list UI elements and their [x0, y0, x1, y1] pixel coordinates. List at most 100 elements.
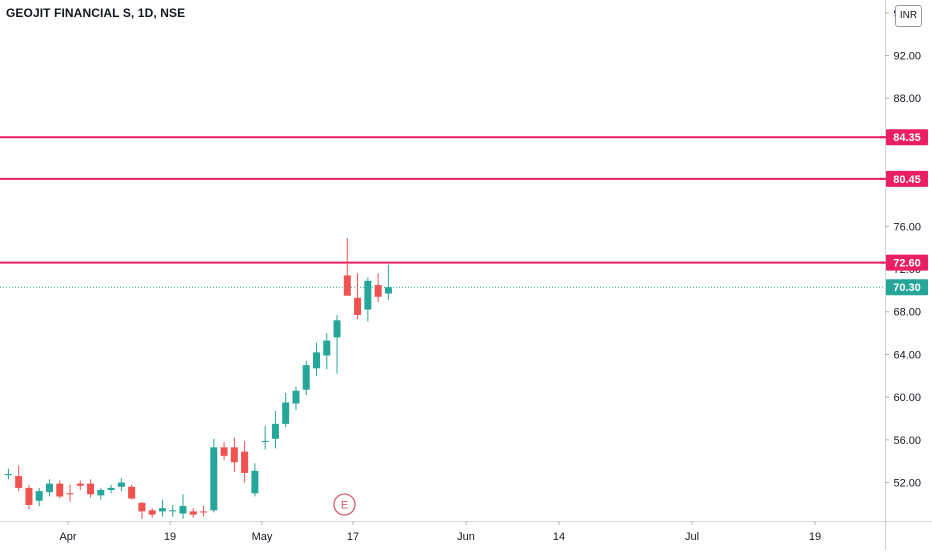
candle: [117, 478, 125, 492]
candle: [66, 484, 74, 502]
level-label: 80.45: [893, 174, 921, 186]
candle-body: [158, 508, 166, 512]
time-tick-label: Jul: [685, 531, 699, 543]
event-circle: [333, 493, 356, 516]
candle: [230, 437, 238, 472]
candle-body: [97, 490, 105, 496]
candle-body: [313, 352, 320, 369]
candle: [292, 386, 300, 410]
candle-body: [128, 486, 136, 499]
candle: [251, 463, 259, 497]
candle: [384, 264, 392, 301]
candle: [169, 504, 177, 517]
time-tick-label: Jun: [457, 531, 475, 543]
last-price-label-bg: [886, 279, 928, 296]
candle-body: [35, 491, 43, 501]
time-tick-label: Apr: [59, 531, 76, 543]
candle: [374, 273, 382, 303]
candle: [271, 411, 279, 449]
candle: [313, 342, 320, 376]
level-label: 84.35: [893, 132, 921, 144]
candle: [35, 487, 43, 507]
candle-body: [333, 320, 341, 338]
price-tick-label: 60.00: [893, 392, 921, 404]
candle-body: [241, 451, 249, 473]
candle-body: [364, 280, 372, 310]
candle: [241, 440, 249, 483]
candle: [138, 501, 146, 519]
candle-body: [15, 476, 23, 488]
candle-body: [56, 483, 64, 497]
candle: [179, 494, 187, 519]
earnings-event-icon: E: [333, 493, 356, 516]
candle-body: [220, 447, 228, 456]
candle-body: [169, 510, 177, 512]
candle: [158, 499, 166, 517]
price-tick-label: 88.00: [893, 93, 921, 105]
price-tick-label: 92.00: [893, 51, 921, 63]
candle-body: [282, 402, 290, 424]
candle: [15, 465, 23, 492]
candle: [128, 484, 136, 500]
candle: [45, 479, 53, 497]
price-tick-label: 76.00: [893, 221, 921, 233]
candle: [333, 314, 341, 374]
candle-body: [230, 447, 238, 463]
candle-body: [138, 502, 146, 512]
price-tick-label: 68.00: [893, 307, 921, 319]
candle-body: [354, 297, 362, 315]
price-tick-label: 64.00: [893, 349, 921, 361]
candle-body: [323, 340, 331, 356]
candle: [76, 480, 84, 491]
candle: [354, 273, 362, 320]
candle-body: [261, 440, 269, 442]
candle-body: [374, 285, 382, 297]
candle-body: [148, 510, 156, 515]
candle: [343, 238, 351, 296]
level-label-bg: [886, 170, 928, 187]
last-price-label: 70.30: [893, 282, 921, 294]
price-tick-label: 56.00: [893, 435, 921, 447]
candle: [302, 360, 310, 396]
candle-body: [25, 487, 33, 505]
candle-body: [76, 483, 84, 486]
candle-body: [66, 493, 74, 495]
candle-body: [384, 287, 392, 294]
candle: [364, 277, 372, 322]
candle-body: [45, 483, 53, 493]
candle-body: [343, 275, 351, 296]
candle-body: [271, 423, 279, 439]
candle: [56, 480, 64, 499]
currency-button[interactable]: INR: [895, 5, 922, 27]
event-label: E: [341, 500, 348, 512]
candle: [4, 468, 12, 480]
candle: [87, 479, 95, 498]
level-label-bg: [886, 129, 928, 146]
candle: [189, 508, 197, 518]
candle: [148, 508, 156, 518]
level-label: 72.60: [893, 258, 921, 270]
candle-body: [179, 506, 187, 514]
candle-body: [251, 470, 259, 494]
candle: [282, 392, 290, 428]
candle-body: [210, 447, 218, 511]
candle-body: [302, 365, 310, 390]
candle-body: [117, 482, 125, 487]
time-tick-label: 19: [164, 531, 176, 543]
candle-body: [200, 511, 208, 513]
chart-title: GEOJIT FINANCIAL S, 1D, NSE: [6, 6, 186, 20]
candle: [107, 484, 115, 494]
time-tick-label: 17: [347, 531, 359, 543]
candle: [261, 425, 269, 450]
price-tick-label: 52.00: [893, 478, 921, 490]
candle: [210, 438, 218, 513]
candle: [200, 506, 208, 517]
candle: [220, 441, 228, 461]
time-tick-label: 14: [553, 531, 565, 543]
candle: [323, 333, 331, 370]
candle: [25, 484, 33, 510]
candle-body: [189, 511, 197, 515]
candle-body: [292, 390, 300, 404]
